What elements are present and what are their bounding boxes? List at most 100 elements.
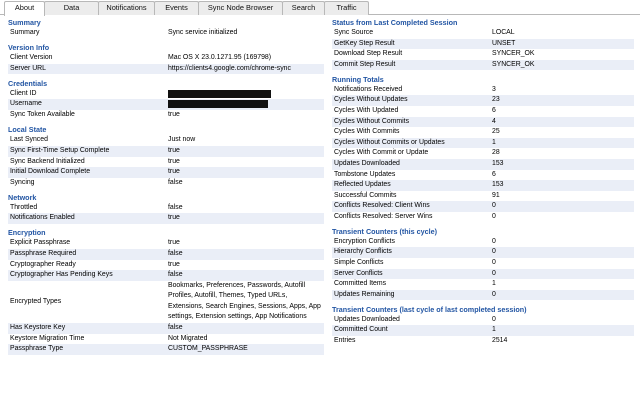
table-row: Has Keystore Key false bbox=[8, 323, 324, 334]
row-key: Notifications Enabled bbox=[8, 213, 166, 224]
row-value: https://clients4.google.com/chrome-sync bbox=[166, 63, 324, 75]
row-key: Cycles With Updated bbox=[334, 106, 399, 114]
table-row: Cycles Without Updates 23 bbox=[332, 95, 634, 106]
section-title-version-info: Version Info bbox=[8, 42, 50, 52]
row-value: 1 bbox=[490, 137, 634, 149]
table-row: Client ID bbox=[8, 89, 324, 100]
row-value: 0 bbox=[492, 212, 496, 220]
section-table-transient-counters-last-cycle-of-last-completed-session: Updates Downloaded 0 Committed Count 1 Entri… bbox=[332, 315, 634, 347]
row-value: 2514 bbox=[492, 337, 508, 345]
row-key: Passphrase Type bbox=[8, 344, 166, 355]
row-value: 28 bbox=[492, 149, 500, 157]
row-key: Explicit Passphrase bbox=[10, 239, 71, 247]
tab-bar: About Data Notifications Events Sync Nod… bbox=[0, 0, 640, 16]
row-key: Cryptographer Has Pending Keys bbox=[8, 270, 166, 281]
row-value: false bbox=[166, 323, 324, 334]
table-row: Updates Downloaded 0 bbox=[332, 315, 634, 326]
row-key: Updates Downloaded bbox=[334, 315, 400, 323]
section-spacer bbox=[332, 300, 634, 303]
row-key: Updates Downloaded bbox=[332, 158, 490, 170]
row-value: 4 bbox=[490, 116, 634, 128]
row-key: Conflicts Resolved: Server Wins bbox=[334, 212, 433, 220]
tab-traffic[interactable]: Traffic bbox=[324, 1, 369, 15]
tab-about[interactable]: About bbox=[4, 1, 45, 16]
row-value: 0 bbox=[490, 201, 634, 212]
section-spacer bbox=[8, 188, 324, 191]
row-value: 0 bbox=[490, 289, 634, 301]
row-value: 153 bbox=[490, 180, 634, 191]
row-value: 6 bbox=[492, 106, 496, 114]
section-spacer bbox=[8, 121, 324, 124]
row-key: Notifications Received bbox=[334, 85, 403, 93]
row-key: Client Version bbox=[10, 53, 53, 61]
table-row: Server URL https://clients4.google.com/ch… bbox=[8, 63, 324, 75]
table-row: GetKey Step Result UNSET bbox=[332, 38, 634, 50]
tab-sync-node-browser[interactable]: Sync Node Browser bbox=[198, 1, 283, 15]
table-row: Cycles With Commits 25 bbox=[332, 127, 634, 138]
row-value: UNSET bbox=[490, 38, 634, 50]
table-row: Notifications Enabled true bbox=[8, 213, 324, 224]
row-value: false bbox=[166, 248, 324, 260]
row-key: Syncing bbox=[10, 178, 35, 186]
table-row: Sync Token Available true bbox=[8, 110, 324, 121]
row-value: CUSTOM_PASSPHRASE bbox=[166, 344, 324, 355]
row-key: Cycles Without Updates bbox=[332, 95, 490, 106]
row-value: true bbox=[166, 145, 324, 157]
row-value: true bbox=[168, 239, 180, 247]
row-value: 23 bbox=[490, 95, 634, 106]
tab-events[interactable]: Events bbox=[154, 1, 199, 15]
table-row: Notifications Received 3 bbox=[332, 85, 634, 96]
table-row: Sync Backend Initialized true bbox=[8, 157, 324, 168]
row-value: 25 bbox=[492, 128, 500, 136]
row-key: Username bbox=[8, 99, 166, 111]
row-value: 3 bbox=[492, 85, 496, 93]
row-key: Cycles Without Commits or Updates bbox=[332, 137, 490, 149]
row-value: false bbox=[166, 270, 324, 281]
section-spacer bbox=[8, 39, 324, 42]
redaction-bar bbox=[168, 89, 271, 98]
section-table-running-totals: Notifications Received 3 Cycles Without Up… bbox=[332, 85, 634, 223]
table-row: Cycles With Commit or Update 28 bbox=[332, 148, 634, 159]
row-value: true bbox=[166, 213, 324, 224]
section-title-encryption: Encryption bbox=[8, 228, 46, 238]
table-row: Encrypted Types Bookmarks, Preferences, P… bbox=[8, 281, 324, 323]
table-row: Explicit Passphrase true bbox=[8, 238, 324, 249]
row-key: Has Keystore Key bbox=[8, 323, 166, 334]
tab-data[interactable]: Data bbox=[44, 1, 99, 15]
row-key: Client ID bbox=[10, 89, 37, 97]
row-key: Sync First-Time Setup Complete bbox=[8, 145, 166, 157]
row-value: 0 bbox=[490, 247, 634, 259]
row-key: Commit Step Result bbox=[332, 59, 490, 71]
row-key: Cryptographer Ready bbox=[10, 260, 76, 268]
row-value bbox=[166, 89, 324, 100]
table-row: Sync First-Time Setup Complete true bbox=[8, 145, 324, 157]
row-value: true bbox=[168, 260, 180, 268]
row-key: Cycles With Commit or Update bbox=[334, 149, 429, 157]
section-table-credentials: Client ID Username Sync Token Available tru… bbox=[8, 89, 324, 121]
table-row: Cycles Without Commits 4 bbox=[332, 116, 634, 128]
row-value: Sync service initialized bbox=[168, 29, 238, 36]
section-table-local-state: Last Synced Just now Sync First-Time Setup… bbox=[8, 135, 324, 188]
row-key: Summary bbox=[10, 29, 40, 36]
table-row: Cycles Without Commits or Updates 1 bbox=[332, 137, 634, 149]
row-key: Cycles Without Commits bbox=[332, 116, 490, 128]
tab-search[interactable]: Search bbox=[282, 1, 325, 15]
section-table-transient-counters-this-cycle: Encryption Conflicts 0 Hierarchy Conflicts… bbox=[332, 237, 634, 301]
row-key: Committed Items bbox=[334, 280, 387, 288]
table-row: Summary Sync service initialized bbox=[8, 28, 324, 39]
table-row: Hierarchy Conflicts 0 bbox=[332, 247, 634, 259]
table-row: Server Conflicts 0 bbox=[332, 268, 634, 280]
row-key: Cycles With Commits bbox=[334, 128, 400, 136]
row-key: Keystore Migration Time bbox=[10, 334, 85, 342]
table-row: Sync Source LOCAL bbox=[332, 28, 634, 39]
table-row: Entries 2514 bbox=[332, 336, 634, 347]
row-key: Throttled bbox=[10, 203, 38, 211]
table-row: Tombstone Updates 6 bbox=[332, 170, 634, 181]
tab-notifications[interactable]: Notifications bbox=[98, 1, 155, 15]
row-value: 153 bbox=[490, 158, 634, 170]
row-value: SYNCER_OK bbox=[492, 50, 535, 58]
row-key: Conflicts Resolved: Client Wins bbox=[332, 201, 490, 212]
section-title-status-from-last-completed-session: Status from Last Completed Session bbox=[332, 18, 458, 27]
row-key: Reflected Updates bbox=[332, 180, 490, 191]
table-row: Updates Downloaded 153 bbox=[332, 158, 634, 170]
